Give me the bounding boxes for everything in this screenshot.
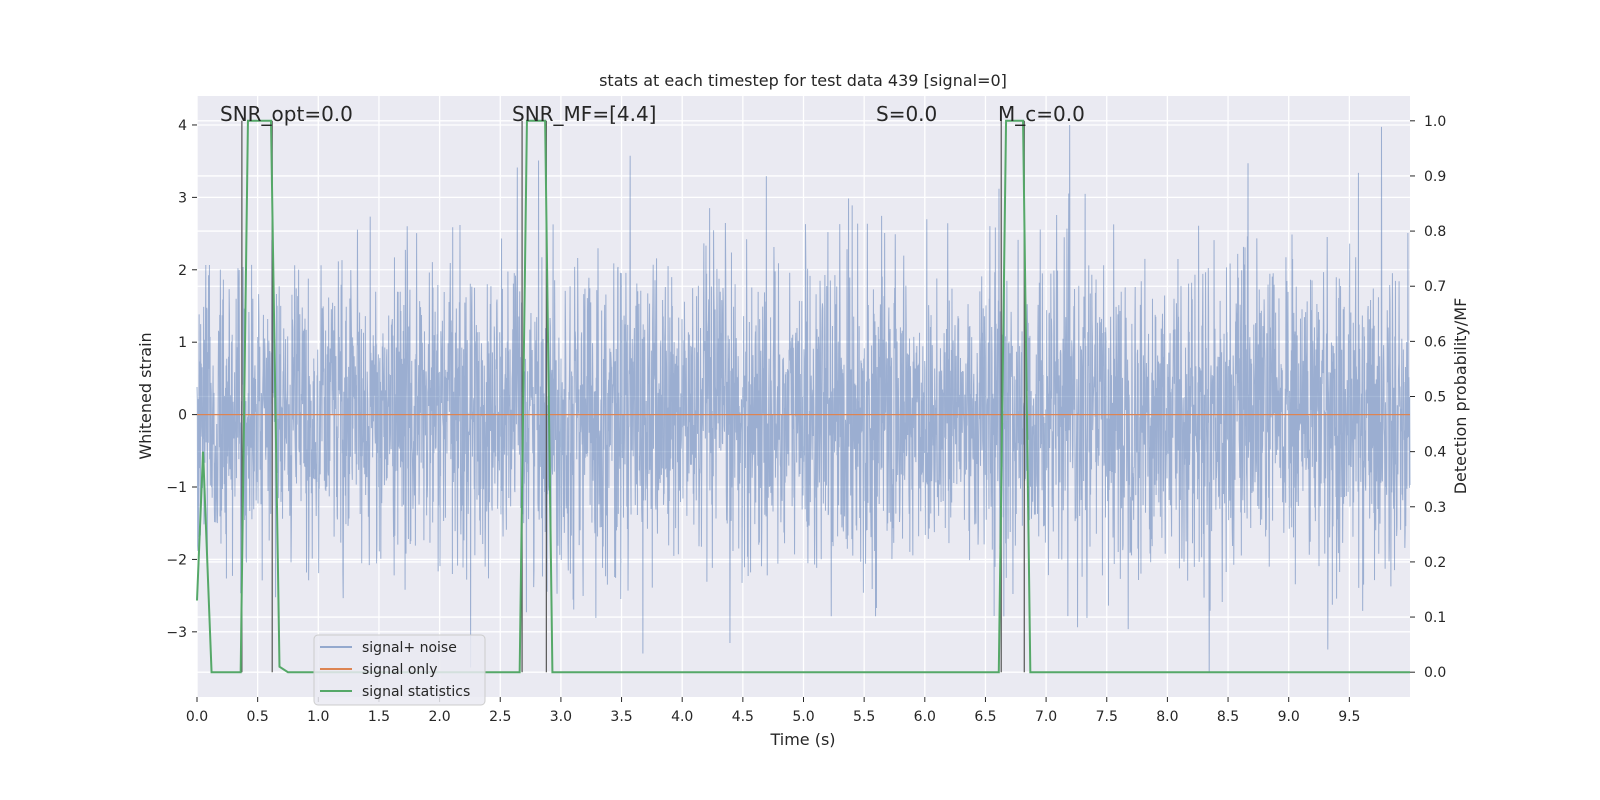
legend-box [313, 634, 486, 706]
x-tick-label: 2.0 [428, 709, 450, 725]
legend: signal+ noise signal only signal statist… [313, 634, 486, 706]
y2-tick-label: 0.3 [1424, 500, 1446, 516]
y2-tick-label: 1.0 [1424, 114, 1446, 130]
y-tick-label: −3 [166, 625, 187, 641]
annotation-mc: M_c=0.0 [998, 102, 1085, 126]
x-tick-label: 5.0 [792, 709, 814, 725]
y2-tick-label: 0.7 [1424, 279, 1446, 295]
y2-tick-label: 0.0 [1424, 665, 1446, 681]
x-tick-label: 1.0 [307, 709, 329, 725]
x-tick-label: 3.0 [550, 709, 572, 725]
annotation-s: S=0.0 [876, 102, 937, 126]
x-tick-label: 0.5 [247, 709, 269, 725]
y2-tick-label: 0.5 [1424, 390, 1446, 406]
legend-label-stats: signal statistics [362, 684, 470, 700]
signal-statistics-series [196, 119, 1410, 674]
series-line-signal-statistics [196, 119, 1410, 674]
x-tick-label: 6.5 [974, 709, 996, 725]
x-tick-label: 1.5 [368, 709, 390, 725]
y2-tick-label: 0.8 [1424, 224, 1446, 240]
x-tick-label: 0.0 [186, 709, 208, 725]
x-tick-label: 2.5 [489, 709, 511, 725]
x-axis-label: Time (s) [769, 730, 835, 749]
chart-title: stats at each timestep for test data 439… [599, 71, 1007, 90]
y2-tick-label: 0.9 [1424, 169, 1446, 185]
x-axis-ticks: 0.0 0.5 1.0 1.5 2.0 2.5 3.0 3.5 4.0 4.5 5.0 5.5 6.0 6… [186, 697, 1360, 725]
y2-tick-label: 0.6 [1424, 334, 1446, 350]
y-tick-label: −1 [166, 480, 187, 496]
x-tick-label: 6.0 [914, 709, 936, 725]
y-tick-label: 4 [178, 118, 187, 134]
y2-tick-label: 0.2 [1424, 555, 1446, 571]
x-tick-label: 8.5 [1217, 709, 1239, 725]
y-axis-label: Whitened strain [136, 332, 155, 459]
legend-label-signal: signal only [362, 662, 437, 678]
y2-axis-label: Detection probability/MF [1451, 298, 1470, 495]
x-tick-label: 4.5 [732, 709, 754, 725]
y-tick-label: 3 [178, 190, 187, 206]
x-tick-label: 4.0 [671, 709, 693, 725]
y2-tick-label: 0.1 [1424, 610, 1446, 626]
x-tick-label: 9.0 [1278, 709, 1300, 725]
y-tick-label: 1 [178, 335, 187, 351]
x-tick-label: 9.5 [1338, 709, 1360, 725]
x-tick-label: 3.5 [610, 709, 632, 725]
legend-label-noise: signal+ noise [362, 640, 457, 656]
annotations: SNR_opt=0.0 SNR_MF=[4.4] S=0.0 M_c=0.0 [220, 102, 1085, 126]
y-tick-label: 2 [178, 263, 187, 279]
y-axis-ticks: 4 3 2 1 0 −1 −2 −3 [166, 118, 197, 641]
y2-tick-label: 0.4 [1424, 445, 1446, 461]
annotation-snr-opt: SNR_opt=0.0 [220, 102, 353, 126]
y-tick-label: 0 [178, 408, 187, 424]
annotation-snr-mf: SNR_MF=[4.4] [512, 102, 656, 126]
x-tick-label: 8.0 [1156, 709, 1178, 725]
x-tick-label: 7.0 [1035, 709, 1057, 725]
noise-series [196, 124, 1411, 674]
y2-axis-ticks: 1.0 0.9 0.8 0.7 0.6 0.5 0.4 0.3 0.2 0.1 0.0 [1410, 114, 1446, 681]
series-line-signal-noise [196, 124, 1411, 674]
x-tick-label: 5.5 [853, 709, 875, 725]
y-tick-label: −2 [166, 552, 187, 568]
x-tick-label: 7.5 [1096, 709, 1118, 725]
